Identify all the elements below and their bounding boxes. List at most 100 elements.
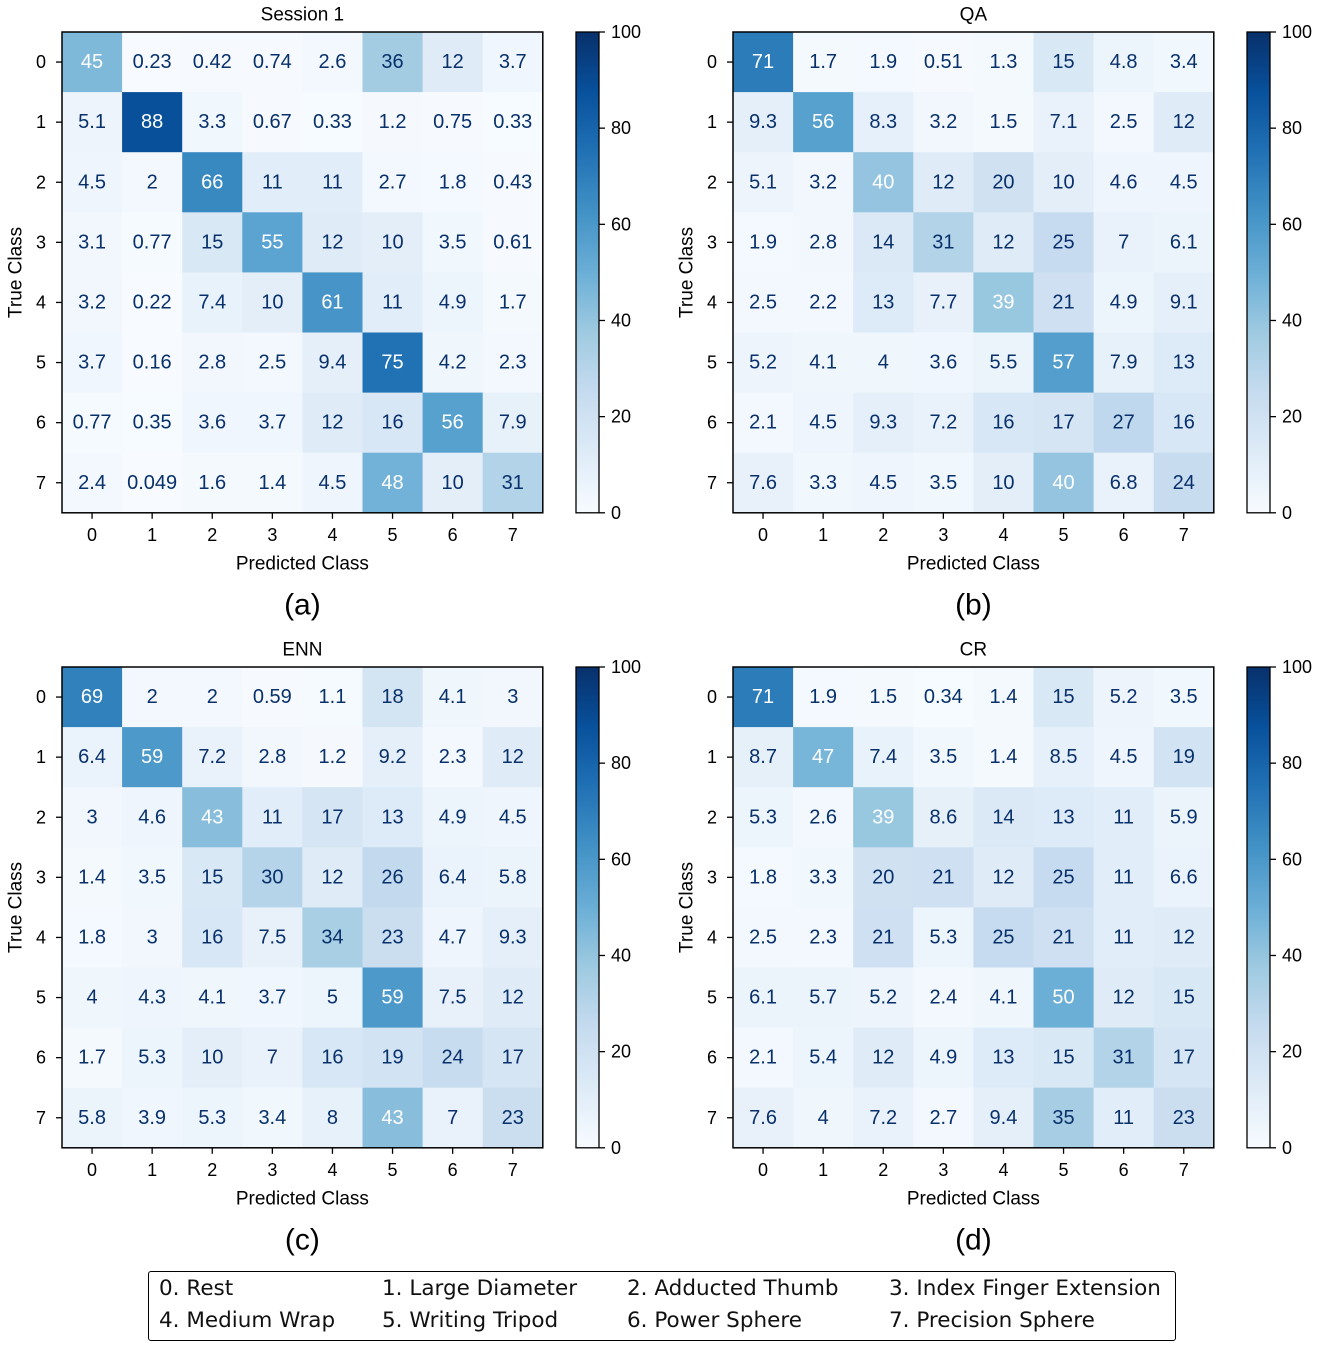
- legend-entry-0: 0. Rest: [159, 1276, 234, 1301]
- cell-value-label: 26: [381, 866, 403, 888]
- heatmap-cell: [122, 392, 183, 454]
- cell-value-label: 0.77: [73, 412, 112, 434]
- y-axis-label: True Class: [6, 862, 27, 953]
- cell-value-label: 31: [1113, 1047, 1135, 1069]
- heatmap-cell: [242, 787, 303, 848]
- cell-value-label: 3.4: [1170, 51, 1198, 73]
- colorbar-tick-label: 80: [611, 753, 631, 773]
- y-axis-label: True Class: [677, 227, 698, 318]
- cell-value-label: 31: [502, 472, 524, 494]
- cell-value-label: 0.049: [127, 472, 177, 494]
- x-tick-label: 7: [1179, 1160, 1189, 1180]
- heatmap-cell: [1093, 392, 1155, 454]
- cell-value-label: 43: [381, 1107, 403, 1129]
- cell-value-label: 30: [261, 866, 283, 888]
- panel-2: 71 1.7 1.9 0.51 1.3 15 4.8 3.49.3 56 8.3 3.2 1.5 7.1…: [677, 5, 1313, 622]
- colorbar-tick-label: 0: [1282, 1138, 1292, 1158]
- colorbar-tick-label: 20: [1282, 1042, 1302, 1062]
- heatmap-cell: [182, 92, 243, 153]
- cell-value-label: 4.2: [439, 352, 467, 374]
- colorbar-tick-label: 40: [611, 310, 631, 330]
- heatmap-cell: [302, 92, 364, 153]
- cell-value-label: 5.9: [1170, 806, 1198, 828]
- cell-value-label: 24: [1173, 472, 1195, 494]
- colorbar-tick-label: 100: [611, 657, 641, 677]
- heatmap-cell: [733, 907, 794, 969]
- y-tick-label: 1: [36, 747, 46, 767]
- x-tick-label: 6: [1119, 1160, 1129, 1180]
- cell-value-label: 4.3: [138, 987, 166, 1009]
- heatmap-cell: [122, 967, 183, 1029]
- heatmap-cell: [182, 152, 243, 213]
- class-legend: 0. Rest 1. Large Diameter 2. Adducted Th…: [148, 1271, 1176, 1341]
- heatmap-cell: [182, 272, 243, 334]
- heatmap-cell: [422, 907, 484, 969]
- x-axis-label: Predicted Class: [907, 1188, 1040, 1209]
- heatmap-cell: [1033, 212, 1095, 273]
- y-tick-label: 6: [36, 413, 46, 433]
- heatmap-cell: [853, 332, 914, 394]
- heatmap-cell: [122, 1027, 183, 1089]
- y-tick-label: 3: [36, 232, 46, 252]
- x-tick-label: 7: [508, 525, 518, 545]
- heatmap-cell: [122, 667, 183, 728]
- heatmap-cell: [913, 32, 974, 93]
- cell-value-label: 4.1: [198, 987, 226, 1009]
- x-tick-label: 7: [1179, 525, 1189, 545]
- colorbar-tick-label: 100: [1282, 22, 1312, 42]
- heatmap-cell: [793, 727, 854, 788]
- heatmap-cell: [482, 667, 544, 728]
- heatmap-cell: [733, 392, 794, 454]
- cell-value-label: 17: [321, 806, 343, 828]
- cell-value-label: 7.9: [499, 412, 527, 434]
- heatmap-cell: [302, 787, 364, 848]
- cell-value-label: 10: [442, 472, 464, 494]
- heatmap-cell: [973, 727, 1035, 788]
- heatmap-cell: [913, 152, 974, 213]
- cell-value-label: 2.8: [198, 352, 226, 374]
- x-tick-label: 5: [1059, 1160, 1069, 1180]
- cell-value-label: 20: [992, 171, 1014, 193]
- heatmap-cell: [1093, 787, 1155, 848]
- heatmap-cell: [793, 152, 854, 213]
- cell-value-label: 11: [262, 806, 283, 828]
- colorbar-tick-label: 60: [1282, 849, 1302, 869]
- x-tick-label: 2: [878, 525, 888, 545]
- cell-value-label: 4.9: [1110, 291, 1138, 313]
- cell-value-label: 88: [141, 111, 163, 133]
- heatmap-cell: [182, 392, 243, 454]
- cell-value-label: 6.1: [749, 987, 777, 1009]
- cell-value-label: 59: [141, 746, 163, 768]
- cell-value-label: 5.2: [749, 352, 777, 374]
- heatmap-cell: [973, 392, 1035, 454]
- cell-value-label: 15: [1052, 1047, 1074, 1069]
- colorbar-tick-label: 80: [611, 118, 631, 138]
- legend-entry-3: 3. Index Finger Extension: [889, 1276, 1161, 1301]
- heatmap-cell: [1093, 727, 1155, 788]
- heatmap-cell: [973, 907, 1035, 969]
- heatmap-cell: [1033, 452, 1095, 514]
- cell-value-label: 7: [267, 1047, 278, 1069]
- plot-frame: [61, 666, 544, 1149]
- heatmap-cell: [362, 1087, 424, 1149]
- heatmap-cell: [913, 667, 974, 728]
- heatmap-cell: [182, 32, 243, 93]
- heatmap-cell: [362, 787, 424, 848]
- heatmap-cell: [242, 667, 303, 728]
- panel-label: (a): [284, 589, 321, 622]
- x-tick-label: 2: [207, 1160, 217, 1180]
- x-tick-label: 1: [147, 1160, 157, 1180]
- cell-value-label: 3.5: [1170, 686, 1198, 708]
- cell-value-label: 4.9: [439, 291, 467, 313]
- x-tick-label: 0: [758, 1160, 768, 1180]
- heatmap-cell: [733, 667, 794, 728]
- heatmap-cell: [733, 967, 794, 1029]
- cell-value-label: 1.4: [258, 472, 286, 494]
- heatmap-cell: [1093, 332, 1155, 394]
- heatmap-cell: [302, 1027, 364, 1089]
- cell-value-label: 39: [872, 806, 894, 828]
- heatmap-cell: [422, 452, 484, 514]
- cell-value-label: 61: [321, 291, 343, 313]
- heatmap-cell: [973, 212, 1035, 273]
- cell-value-label: 16: [201, 926, 223, 948]
